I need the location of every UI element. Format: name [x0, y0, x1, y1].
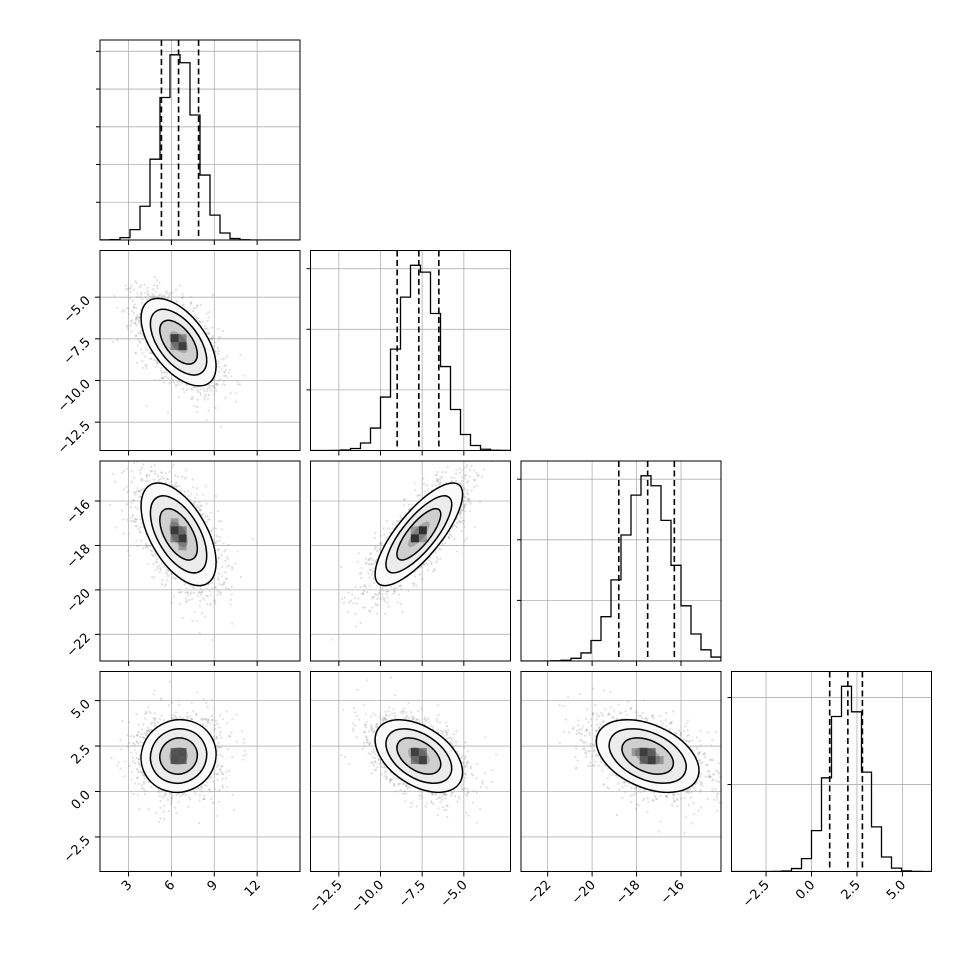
panel-frame	[99, 39, 301, 241]
contour-line	[140, 297, 217, 387]
density-peak	[170, 518, 187, 551]
panel-frame	[520, 671, 722, 872]
x-tick-label: −20	[569, 878, 599, 908]
y-tick-label: −20	[64, 586, 94, 616]
density-peak	[170, 334, 187, 351]
histogram-bars	[731, 685, 932, 872]
x-tick-label: 3	[119, 878, 135, 894]
density-panel-1-0: −12.5−10.0 −7.5 −5.0	[55, 250, 301, 457]
x-tick-label: −22	[524, 878, 554, 908]
contour-line	[621, 737, 675, 775]
y-tick-label: −18	[64, 542, 94, 572]
contour-line	[159, 319, 199, 365]
contour-line	[385, 495, 453, 574]
contour-line	[140, 719, 217, 794]
x-tick-label: −16	[658, 878, 688, 908]
x-tick-label: −5.0	[438, 878, 471, 911]
y-tick-label: −2.5	[61, 833, 94, 866]
contour-line	[159, 737, 199, 775]
panel-frame	[731, 671, 932, 872]
y-tick-label: −7.5	[61, 335, 94, 368]
panel-frame	[99, 250, 301, 451]
histogram-panel-3: −2.5 0.0 2.5 5.0	[727, 671, 932, 911]
contour-line	[374, 719, 464, 794]
y-tick-label: −22	[64, 631, 94, 661]
density-peak	[170, 748, 187, 765]
x-tick-label: −7.5	[396, 878, 429, 911]
y-tick-label: −12.5	[55, 418, 94, 457]
contour-line	[396, 737, 442, 775]
x-tick-label: 6	[162, 878, 178, 894]
contour-line	[149, 495, 208, 574]
histogram-bars	[100, 54, 300, 240]
histogram-panel-2	[517, 460, 722, 666]
contour-line	[595, 719, 700, 794]
panel-frame	[310, 250, 511, 451]
panel-frame	[99, 460, 301, 662]
contour-line	[159, 507, 199, 561]
contour-line	[149, 728, 208, 785]
panel-frame	[310, 671, 511, 872]
histogram-bars	[310, 264, 511, 451]
density-panel-3-2: −22 −20 −18 −16	[520, 671, 722, 908]
contour-line	[385, 728, 453, 784]
x-tick-label: 2.5	[839, 878, 864, 903]
x-tick-label: −12.5	[307, 878, 346, 917]
x-tick-label: −10.0	[349, 878, 388, 917]
y-tick-label: −10.0	[55, 377, 94, 416]
contour-line	[140, 482, 217, 587]
density-peak	[410, 526, 427, 543]
histogram-panel-0	[96, 39, 301, 245]
y-tick-label: 0.0	[69, 788, 94, 813]
x-tick-label: −18	[613, 878, 643, 908]
density-panel-3-0: −2.5 0.0 2.5 5.0 3 6 9 12	[61, 671, 301, 900]
density-peak	[631, 748, 664, 765]
panel-frame	[99, 671, 301, 872]
y-tick-label: −16	[64, 497, 94, 527]
panel-frame	[520, 460, 722, 662]
histogram-panel-1	[306, 250, 511, 456]
contour-line	[374, 482, 464, 587]
density-panel-2-1	[310, 460, 511, 666]
density-panel-3-1: −12.5 −10.0 −7.5 −5.0	[307, 671, 511, 917]
contour-line	[149, 308, 208, 376]
y-tick-label: −5.0	[61, 293, 94, 326]
x-tick-label: 12	[242, 878, 264, 900]
density-peak	[410, 748, 427, 765]
x-tick-label: 0.0	[793, 878, 818, 903]
density-panel-2-0: −22 −20 −18 −16	[64, 460, 301, 666]
x-tick-label: 5.0	[884, 878, 909, 903]
panel-frame	[310, 460, 511, 662]
contour-line	[396, 507, 442, 561]
y-tick-label: 2.5	[69, 742, 94, 767]
x-tick-label: −2.5	[740, 878, 773, 911]
contour-line	[608, 728, 687, 785]
y-tick-label: 5.0	[69, 697, 94, 722]
histogram-bars	[521, 475, 721, 661]
x-tick-label: 9	[205, 878, 221, 894]
